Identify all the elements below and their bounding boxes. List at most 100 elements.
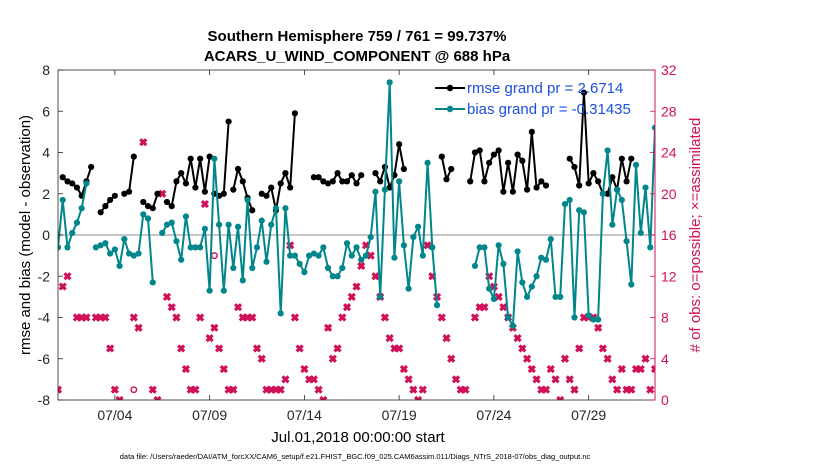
obs-assimilated-marker — [172, 313, 181, 322]
obs-assimilated-marker — [129, 313, 138, 322]
obs-assimilated-marker — [404, 375, 413, 384]
obs-assimilated-marker — [532, 375, 541, 384]
y2-tick-label: 20 — [661, 186, 677, 202]
bias-point — [92, 244, 100, 251]
rmse-point — [234, 165, 242, 173]
bias-point — [533, 273, 540, 280]
bias-point — [277, 310, 284, 317]
rmse-point — [519, 157, 526, 164]
rmse-point — [481, 178, 488, 185]
bias-point — [481, 244, 488, 251]
obs-assimilated-marker — [167, 303, 176, 312]
bias-point — [585, 312, 592, 319]
rmse-point — [182, 180, 190, 187]
rmse-point — [268, 184, 275, 191]
bias-point — [168, 219, 175, 226]
bias-point — [523, 293, 531, 300]
rmse-point — [542, 182, 550, 189]
bias-point — [329, 273, 336, 280]
rmse-point — [102, 203, 109, 210]
rmse-point — [197, 155, 204, 162]
y-tick-label: -2 — [38, 268, 51, 284]
rmse-point — [59, 174, 66, 181]
y-tick-label: 4 — [42, 145, 50, 161]
rmse-line-segment — [166, 156, 211, 208]
obs-assimilated-marker — [418, 385, 427, 394]
rmse-point — [97, 209, 104, 216]
obs-assimilated-marker — [650, 364, 655, 374]
x-axis-ticks: 07/04 07/09 07/14 07/19 07/24 07/29 — [97, 70, 606, 423]
rmse-point — [69, 180, 76, 187]
rmse-point — [249, 207, 256, 214]
bias-point — [391, 254, 398, 261]
rmse-point — [125, 188, 133, 195]
bias-point — [140, 211, 147, 218]
bias-point — [637, 229, 644, 237]
bias-point — [400, 242, 407, 249]
rmse-point — [111, 192, 118, 199]
rmse-point — [73, 184, 81, 191]
bias-point — [571, 314, 578, 321]
bias-point — [580, 209, 588, 216]
rmse-point — [310, 174, 317, 181]
bias-point — [334, 273, 341, 280]
footnote: data file: /Users/raeder/DAI/ATM_forcXX/… — [120, 452, 591, 461]
rmse-point — [618, 155, 625, 162]
obs-assimilated-marker — [248, 313, 257, 322]
bias-point — [509, 322, 516, 329]
bias-point — [125, 250, 133, 257]
obs-assimilated-marker — [323, 323, 333, 332]
obs-assimilated-marker — [229, 385, 238, 394]
bias-point — [149, 279, 156, 286]
rmse-point — [358, 172, 365, 179]
obs-assimilated-marker — [134, 323, 143, 332]
bias-point — [287, 252, 294, 259]
obs-assimilated-marker — [342, 303, 352, 312]
obs-assimilated-marker — [181, 364, 191, 374]
obs-assimilated-marker — [196, 313, 205, 322]
rmse-point — [315, 174, 322, 181]
rmse-point — [339, 178, 346, 185]
bias-point — [557, 293, 564, 300]
bias-point — [353, 244, 360, 251]
rmse-point — [173, 178, 180, 185]
y-tick-label: -6 — [38, 351, 51, 367]
bias-point — [519, 279, 526, 286]
bias-point — [367, 233, 374, 241]
bias-point — [505, 314, 512, 321]
rmse-point — [400, 165, 407, 173]
rmse-point — [324, 180, 332, 187]
obs-assimilated-marker — [106, 344, 115, 353]
obs-assimilated-marker — [281, 375, 290, 384]
y-tick-label: -8 — [38, 392, 51, 408]
obs-assimilated-marker — [409, 385, 418, 394]
obs-assimilated-marker — [295, 344, 304, 353]
rmse-point — [206, 153, 213, 160]
bias-point — [111, 246, 118, 253]
rmse-point — [334, 170, 341, 177]
rmse-point — [258, 190, 265, 197]
rmse-point — [140, 198, 147, 206]
obs-assimilated-marker — [219, 364, 228, 374]
bias-point — [433, 302, 441, 309]
obs-assimilated-marker — [677, 394, 689, 406]
bias-point — [500, 260, 507, 267]
bias-point — [211, 155, 218, 162]
rmse-point — [585, 180, 592, 187]
bias-point — [291, 252, 299, 259]
bias-point — [595, 316, 602, 323]
obs-assimilated-marker — [499, 303, 508, 312]
y-tick-label: 0 — [42, 227, 50, 243]
obs-assimilated-marker — [162, 292, 172, 301]
obs-assimilated-marker — [437, 313, 446, 322]
bias-point — [272, 205, 280, 212]
y-tick-label: 6 — [42, 103, 50, 119]
bias-point — [386, 79, 393, 86]
obs-assimilated-marker — [347, 292, 356, 301]
obs-assimilated-marker — [58, 385, 63, 394]
bias-point — [576, 207, 583, 214]
y-axis-label: rmse and bias (model - observation) — [17, 115, 34, 355]
obs-assimilated-marker — [314, 385, 323, 394]
bias-point — [666, 385, 672, 391]
rmse-point — [495, 147, 502, 154]
